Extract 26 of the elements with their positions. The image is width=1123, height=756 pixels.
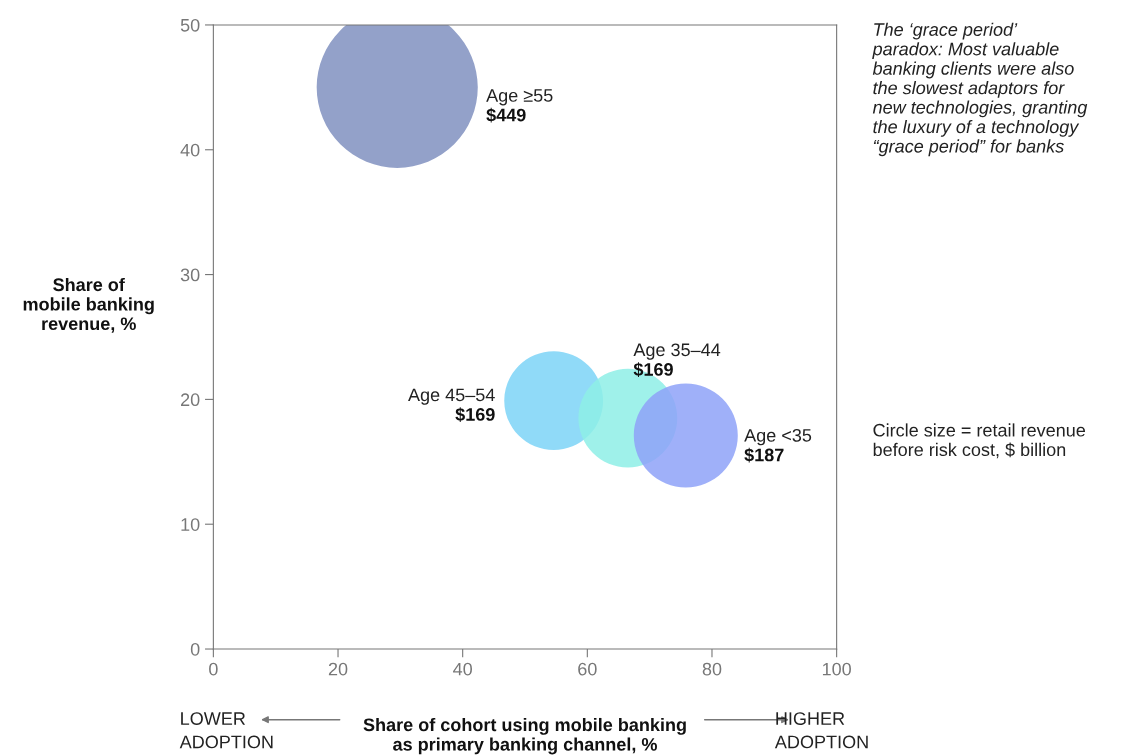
x-tick-label: 40 <box>453 662 473 676</box>
y-tick-label: 40 <box>180 143 200 157</box>
x-tick-label: 60 <box>578 662 597 676</box>
y-tick-label: 50 <box>180 18 200 32</box>
data-label: $169 <box>455 407 495 423</box>
text: HIGHER ADOPTION <box>774 712 868 749</box>
y-tick-label: 20 <box>181 393 200 407</box>
x-tick-label: 20 <box>328 662 348 676</box>
series-label: Age ≥55 <box>486 89 553 106</box>
series-label: Age 35–44 <box>633 343 721 360</box>
text: Circle size = retail revenue before risk cost, $ billion <box>873 423 1086 459</box>
text: LOWER ADOPTION <box>179 712 273 749</box>
y-tick-label: 10 <box>181 518 200 531</box>
x-tick-label: 100 <box>822 662 851 676</box>
text: The ‘grace period’ paradox: Most valuable banking clients were also the slowest adaptors for new technologies, granting the luxury of a technology “grace period” for banks <box>872 22 1088 157</box>
series-label: Age <35 <box>744 428 812 446</box>
y-tick-label: 30 <box>180 268 200 282</box>
data-label: $169 <box>633 362 673 377</box>
y-tick-label: 0 <box>190 642 200 656</box>
data-label: $187 <box>744 447 784 463</box>
y-axis-title: Share of mobile banking revenue, % <box>23 277 154 333</box>
data-label: $449 <box>486 107 526 123</box>
x-tick-label: 80 <box>702 662 722 676</box>
series-label: Age 45–54 <box>408 388 495 405</box>
x-axis-title: Share of cohort using mobile banking as primary banking channel, % <box>363 717 686 755</box>
x-tick-label: 0 <box>209 662 218 676</box>
